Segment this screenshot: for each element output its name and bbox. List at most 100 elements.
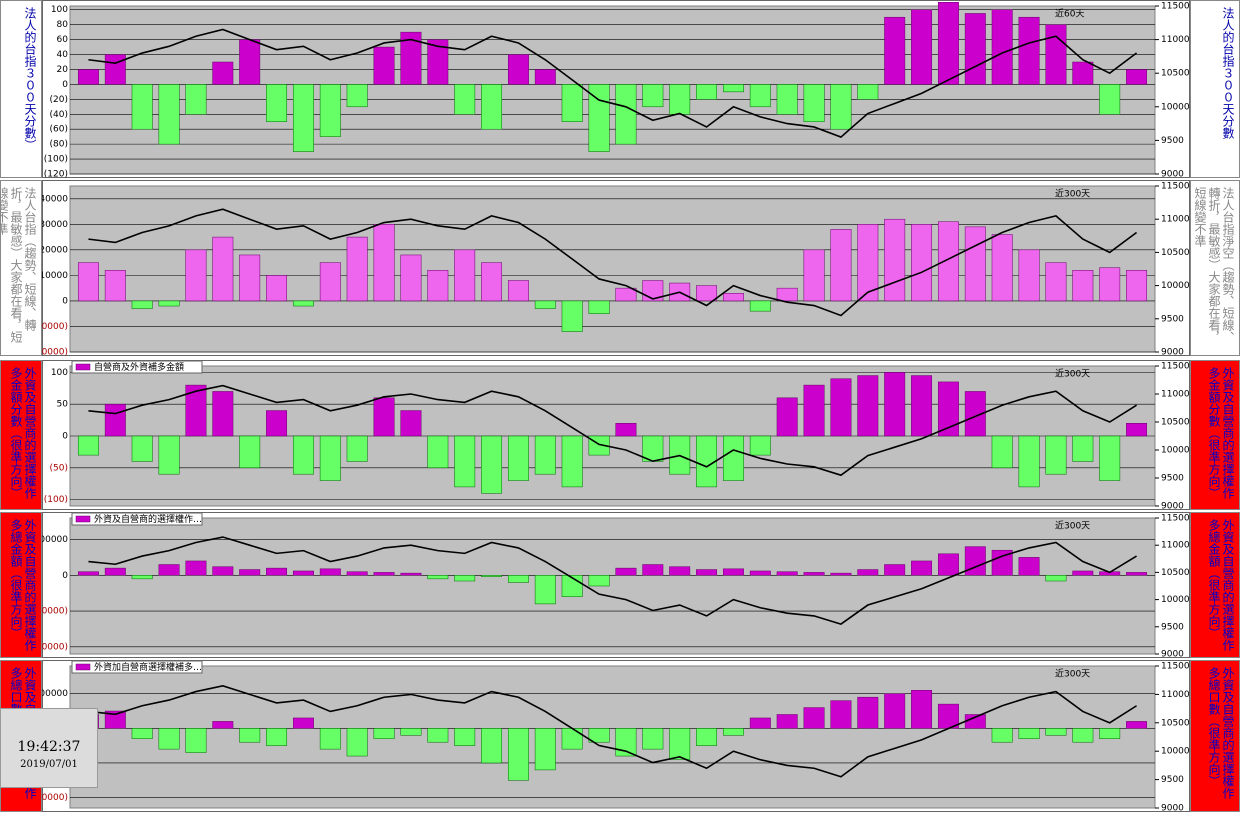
bar [803, 707, 825, 729]
price-line [88, 384, 1137, 477]
bar [319, 84, 341, 137]
bar [481, 435, 503, 494]
y-tick-label: (40) [50, 110, 68, 120]
chart: 40000 30000 20000 10000 0 (10000) (20000) 9000 9… [42, 180, 1190, 356]
bar [722, 84, 744, 93]
bar [1018, 249, 1040, 302]
bar [427, 728, 449, 743]
bar [830, 572, 852, 576]
bar [857, 84, 879, 100]
bar [1045, 575, 1067, 582]
y2-tick-label: 10000 [1161, 747, 1190, 757]
bar [373, 224, 395, 302]
bar [1099, 84, 1121, 115]
bar [991, 549, 1013, 576]
legend-box [71, 660, 203, 674]
y-tick-label: 0 [62, 80, 68, 90]
y-tick-label: (100) [44, 495, 68, 505]
bar [911, 560, 933, 576]
bar [373, 397, 395, 437]
bar [803, 384, 825, 437]
bar [185, 249, 207, 302]
bar [454, 728, 476, 746]
y2-tick-label: 11000 [1161, 35, 1190, 45]
y2-tick-label: 9500 [1161, 622, 1184, 632]
bar [158, 435, 180, 475]
bar [561, 435, 583, 488]
y2-tick-label: 9000 [1161, 650, 1184, 659]
y2-tick-label: 10000 [1161, 102, 1190, 112]
y2-tick-label: 11500 [1161, 662, 1190, 672]
bar [346, 728, 368, 757]
bar [1018, 728, 1040, 739]
bar [346, 236, 368, 302]
bar [373, 728, 395, 739]
y2-tick-label: 9000 [1161, 170, 1184, 179]
bar [266, 728, 288, 746]
bar [1099, 435, 1121, 481]
bar [1018, 435, 1040, 488]
bar [615, 287, 637, 302]
bar [615, 567, 637, 576]
bar [454, 249, 476, 302]
bar [991, 9, 1013, 85]
legend-label: 外資加自營商選擇權補多… [94, 661, 202, 673]
legend-label: 外資及自營商的選擇權作… [94, 513, 202, 525]
bar [722, 293, 744, 302]
bar [507, 435, 529, 481]
side-label: 法人的台指３００天分數 [1190, 0, 1240, 178]
y-tick-label: (200000) [42, 793, 68, 803]
bar [696, 435, 718, 488]
bar [857, 569, 879, 576]
bar [776, 714, 798, 729]
bar [158, 564, 180, 576]
y2-tick-label: 10000 [1161, 281, 1190, 291]
chart: 1000000(100000)(200000)90009500100001050… [42, 660, 1190, 812]
bar [884, 218, 906, 302]
bar [588, 300, 610, 314]
bar [696, 728, 718, 746]
bar [991, 234, 1013, 302]
bar [749, 435, 771, 456]
bar [561, 84, 583, 122]
bar [964, 391, 986, 437]
y-tick-label: 0 [62, 296, 68, 306]
bar [427, 435, 449, 469]
bar [857, 375, 879, 437]
side-label: 外資及自營商的選擇權作多總口數（很準方向） [1190, 660, 1240, 812]
bar [346, 571, 368, 576]
bar [373, 572, 395, 576]
clock-date: 2019/07/01 [20, 759, 78, 770]
bar [1126, 572, 1148, 576]
annotation: 近300天 [1055, 520, 1090, 532]
y-tick-label: 40 [57, 50, 69, 60]
y2-tick-label: 11500 [1161, 514, 1190, 524]
bar [642, 84, 664, 108]
bar [534, 69, 556, 85]
bar [239, 435, 261, 469]
y-tick-label: 50 [57, 400, 69, 410]
bar [722, 568, 744, 576]
chart: 100 80 60 40 20 0 (20) (40) (60) (80) (100) (120) 90… [42, 0, 1190, 178]
bar [481, 575, 503, 577]
legend-swatch [75, 663, 91, 671]
y-tick-label: 500000 [42, 535, 68, 545]
y-tick-label: (500000) [42, 607, 68, 617]
bar [830, 229, 852, 302]
bar [400, 31, 422, 85]
y-tick-label: 30000 [42, 220, 68, 230]
bar [481, 728, 503, 764]
bar [615, 728, 637, 757]
bar [561, 300, 583, 332]
bar [884, 16, 906, 85]
y2-tick-label: 10500 [1161, 248, 1190, 258]
bar [964, 13, 986, 85]
bar [319, 728, 341, 750]
bar [884, 693, 906, 729]
bar [266, 84, 288, 122]
y-tick-label: (80) [50, 140, 68, 150]
y2-tick-label: 11000 [1161, 541, 1190, 551]
bar [266, 567, 288, 576]
bar [884, 372, 906, 437]
